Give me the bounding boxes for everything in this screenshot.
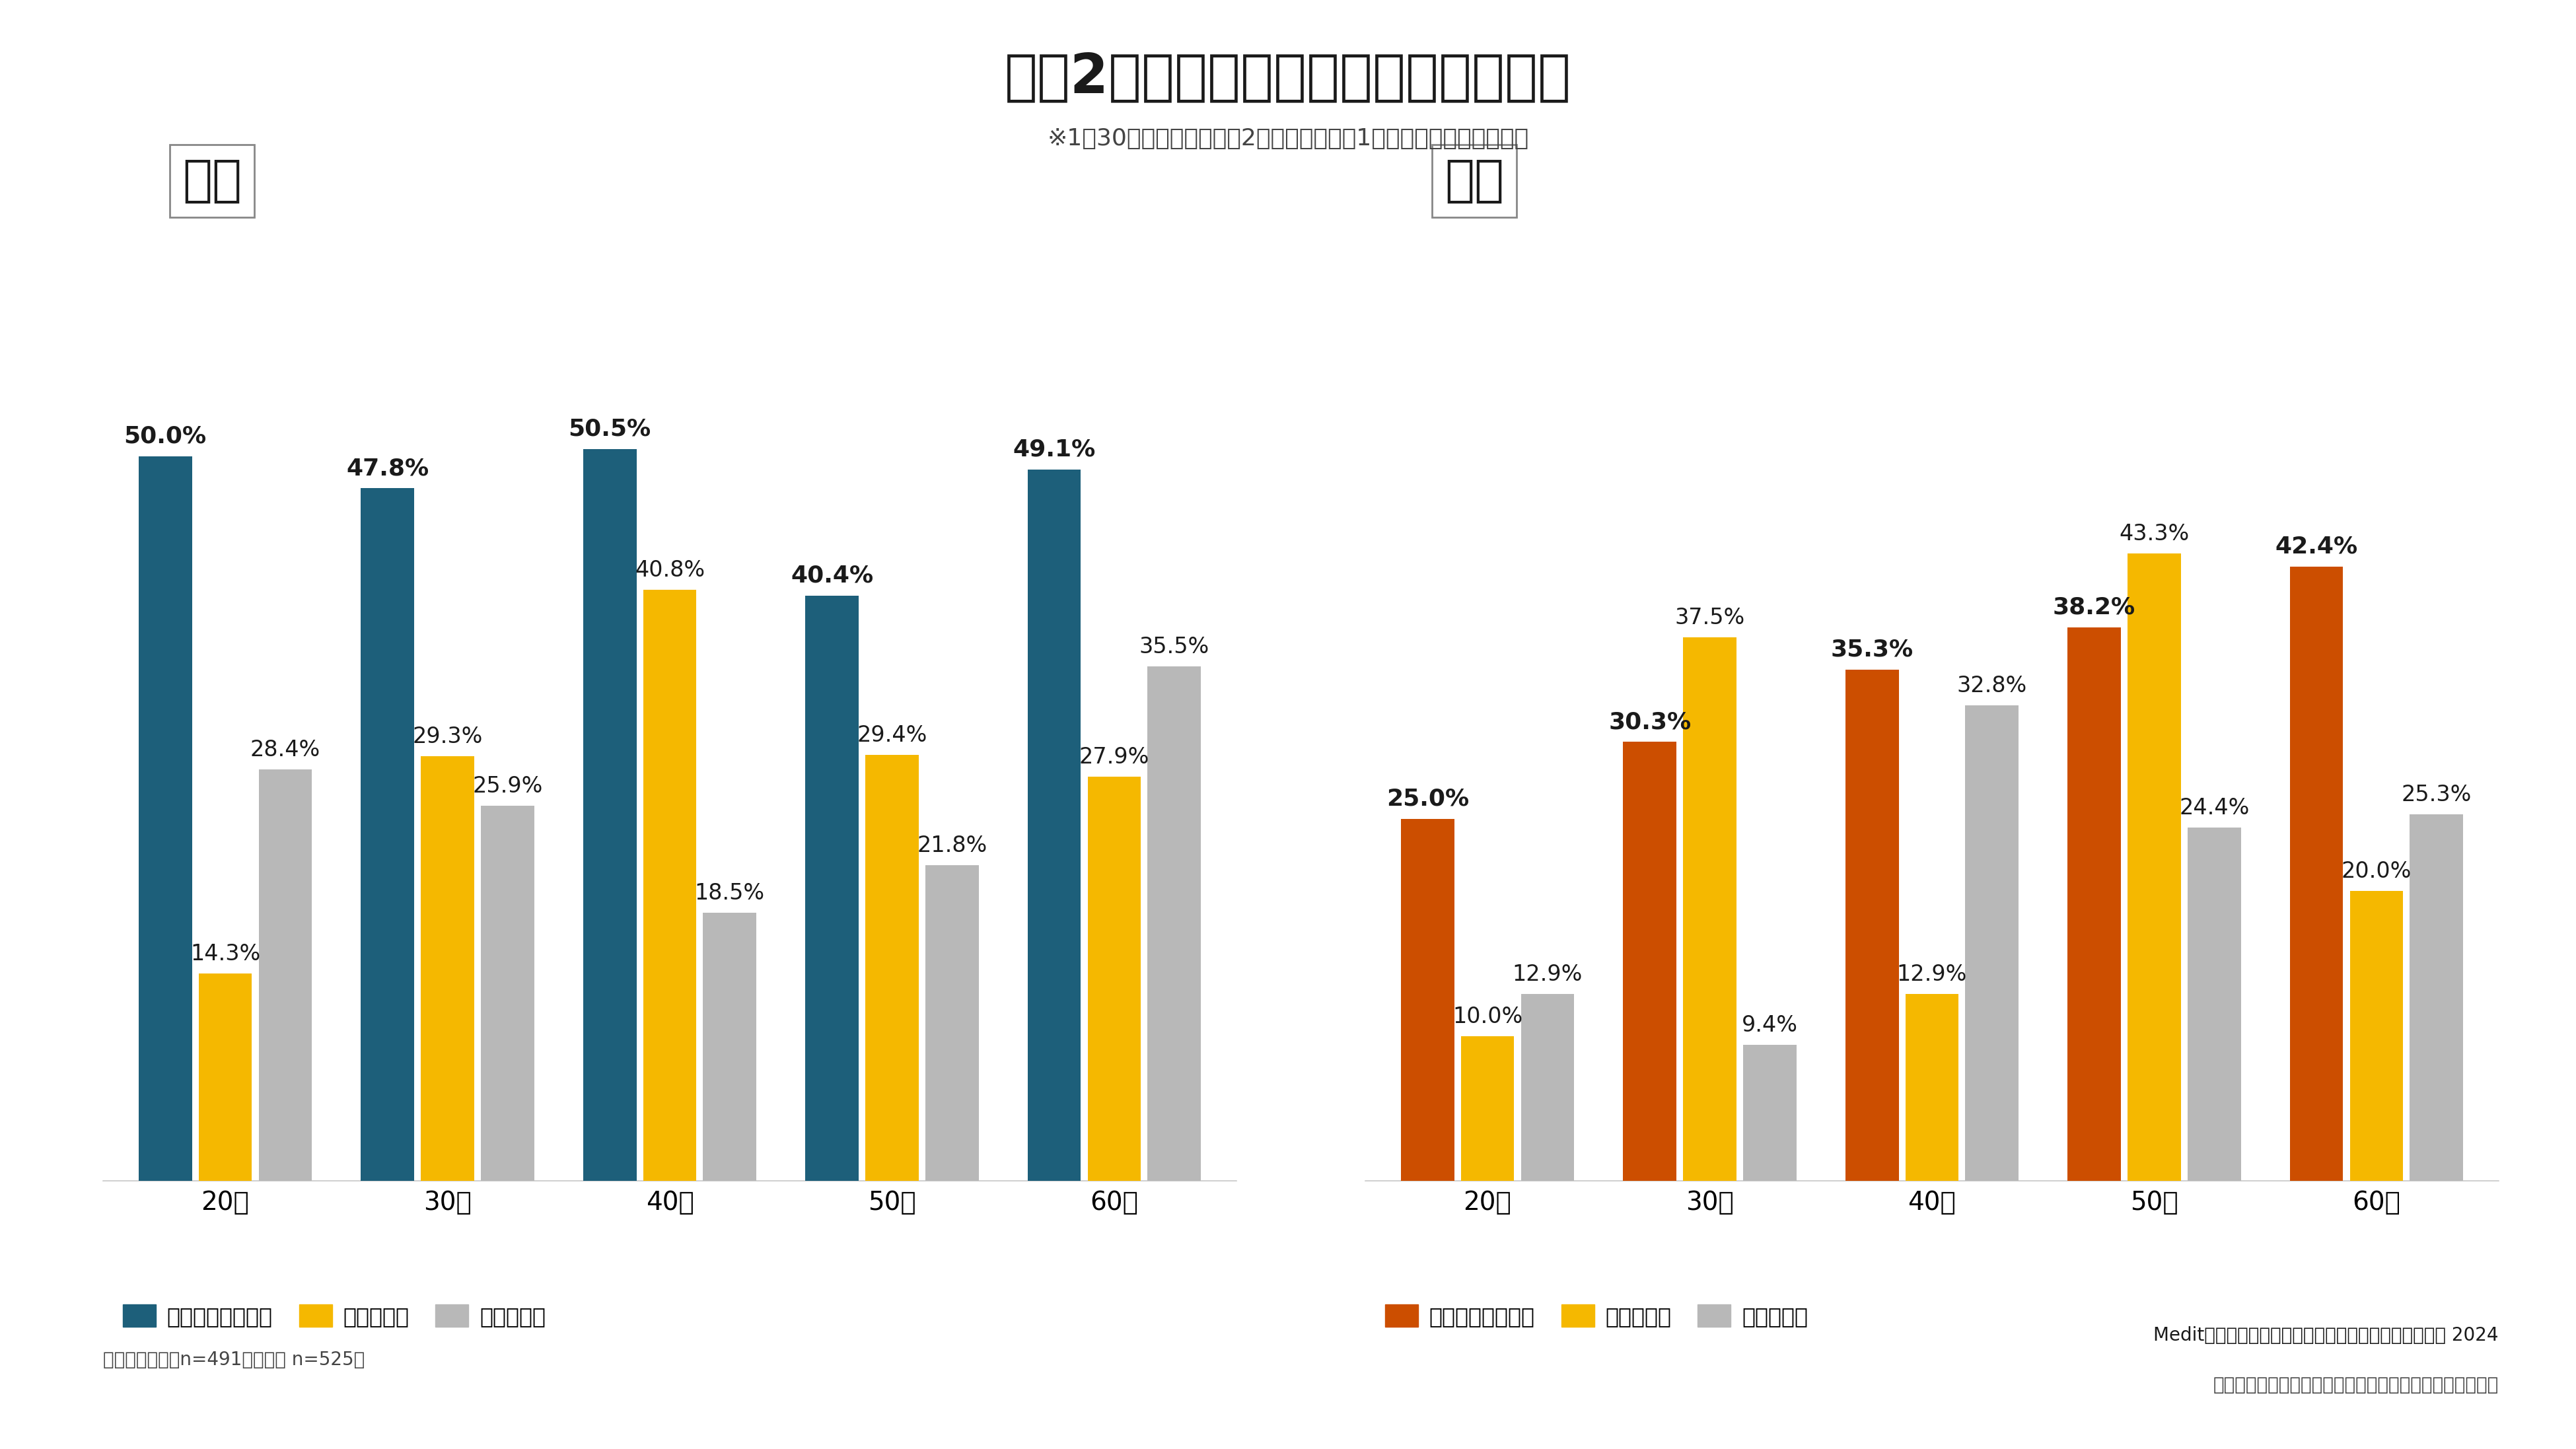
Text: 14.3%: 14.3% (191, 943, 260, 965)
Text: 20.0%: 20.0% (2342, 861, 2411, 882)
Bar (1682, 638, 1736, 1181)
Bar (1146, 667, 1200, 1181)
Bar (198, 974, 252, 1181)
Bar (2069, 627, 2120, 1181)
Text: 38.2%: 38.2% (2053, 597, 2136, 619)
Text: 18.5%: 18.5% (696, 882, 765, 904)
Bar (482, 806, 533, 1181)
Text: 27.9%: 27.9% (1079, 746, 1149, 768)
Bar (1028, 469, 1082, 1181)
Text: 女性: 女性 (1445, 156, 1504, 204)
Text: 40.8%: 40.8% (634, 559, 706, 581)
Bar (2290, 567, 2344, 1181)
Bar (806, 596, 858, 1181)
Bar (582, 449, 636, 1181)
Text: 参考：「国民健康・栄養調査」（令和元年・厚生労働省）: 参考：「国民健康・栄養調査」（令和元年・厚生労働省） (2213, 1375, 2499, 1394)
Text: 42.4%: 42.4% (2275, 536, 2357, 558)
Bar (925, 865, 979, 1181)
Bar (2349, 891, 2403, 1181)
Text: 40.4%: 40.4% (791, 565, 873, 587)
Bar (139, 456, 193, 1181)
Bar (2409, 814, 2463, 1181)
Text: 50.5%: 50.5% (569, 419, 652, 440)
Text: 週に2回以上の定期的な運動の実施率: 週に2回以上の定期的な運動の実施率 (1005, 51, 1571, 104)
Text: 12.9%: 12.9% (1512, 964, 1582, 985)
Bar (1461, 1036, 1515, 1181)
Text: 25.9%: 25.9% (471, 775, 544, 797)
Bar (361, 488, 415, 1181)
Text: 50.0%: 50.0% (124, 426, 206, 448)
Bar (1623, 742, 1677, 1181)
Bar (1906, 994, 1958, 1181)
Text: 30.3%: 30.3% (1607, 711, 1690, 733)
Text: 35.3%: 35.3% (1832, 639, 1914, 661)
Bar (1965, 706, 2020, 1181)
Bar (866, 755, 920, 1181)
Bar (1401, 819, 1455, 1181)
Bar (1844, 669, 1899, 1181)
Text: 24.4%: 24.4% (2179, 797, 2249, 819)
Text: （フリーランスn=491・会社員 n=525）: （フリーランスn=491・会社員 n=525） (103, 1350, 366, 1369)
Text: ※1回30分以上の運動を週2回以上実施し、1年以上継続している場合: ※1回30分以上の運動を週2回以上実施し、1年以上継続している場合 (1048, 128, 1528, 149)
Text: 21.8%: 21.8% (917, 835, 987, 856)
Bar (1087, 777, 1141, 1181)
Text: 28.4%: 28.4% (250, 739, 319, 761)
Text: 49.1%: 49.1% (1012, 439, 1095, 461)
Legend: フリーランス女性, 会社員女性, 全国の女性: フリーランス女性, 会社員女性, 全国の女性 (1376, 1295, 1816, 1336)
Bar (258, 769, 312, 1181)
Text: 37.5%: 37.5% (1674, 607, 1744, 629)
Bar (2187, 827, 2241, 1181)
Bar (420, 756, 474, 1181)
Bar (1520, 994, 1574, 1181)
Text: 29.4%: 29.4% (858, 725, 927, 746)
Text: 25.0%: 25.0% (1386, 788, 1468, 810)
Text: 35.5%: 35.5% (1139, 636, 1208, 658)
Legend: フリーランス男性, 会社員男性, 全国の男性: フリーランス男性, 会社員男性, 全国の男性 (113, 1295, 554, 1336)
Text: 25.3%: 25.3% (2401, 784, 2470, 806)
Text: 43.3%: 43.3% (2120, 523, 2190, 545)
Bar (1744, 1045, 1795, 1181)
Text: 32.8%: 32.8% (1958, 675, 2027, 697)
Bar (2128, 554, 2182, 1181)
Text: 10.0%: 10.0% (1453, 1006, 1522, 1027)
Text: 男性: 男性 (183, 156, 242, 204)
Text: 47.8%: 47.8% (345, 458, 428, 480)
Text: 12.9%: 12.9% (1896, 964, 1968, 985)
Text: Medit・ワンストップビジネスセンターによる共同調査 2024: Medit・ワンストップビジネスセンターによる共同調査 2024 (2154, 1326, 2499, 1345)
Text: 9.4%: 9.4% (1741, 1014, 1798, 1036)
Text: 29.3%: 29.3% (412, 726, 482, 748)
Bar (644, 590, 696, 1181)
Bar (703, 913, 757, 1181)
